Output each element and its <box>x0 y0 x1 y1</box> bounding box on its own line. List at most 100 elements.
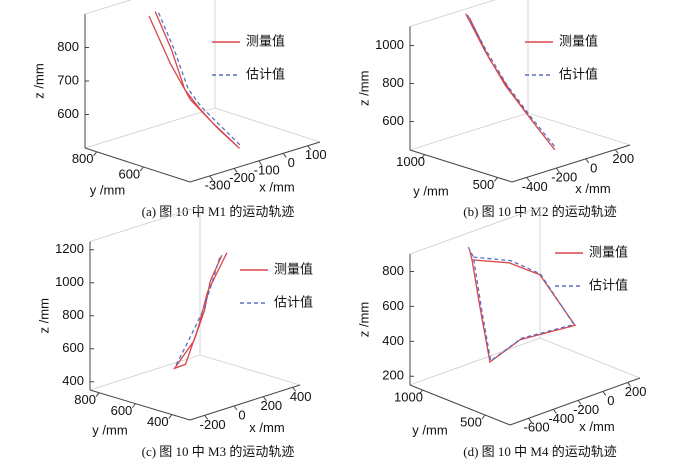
x-tick <box>526 177 531 182</box>
pane-edge <box>84 0 216 108</box>
x-tick-label: -200 <box>573 402 599 417</box>
pane-edge <box>89 205 201 355</box>
trajectory <box>465 13 556 151</box>
panel: -200 0 200 400 400 600 800 400 600 800 1000 1200 z /… <box>36 205 313 459</box>
x-axis-label: x /mm <box>575 181 610 196</box>
x-tick <box>233 405 238 411</box>
y-tick-label: 1000 <box>396 154 425 169</box>
pane-edge <box>409 337 641 386</box>
z-tick-label: 400 <box>62 373 84 388</box>
trajectory <box>467 246 575 363</box>
y-tick-label: 1000 <box>394 389 423 404</box>
trajectory <box>172 252 228 370</box>
y-tick <box>139 166 144 172</box>
x-axis <box>189 141 321 183</box>
x-axis-label: x /mm <box>259 179 294 194</box>
y-axis <box>409 384 511 426</box>
x-tick <box>614 149 619 154</box>
x-tick-label: 200 <box>612 151 634 166</box>
z-tick-label: 600 <box>57 106 79 121</box>
z-tick-label: 800 <box>57 39 79 54</box>
z-tick-label: 600 <box>382 113 404 128</box>
trajectory <box>468 250 577 364</box>
z-tick-label: 400 <box>382 333 404 348</box>
caption: (c) 图 10 中 M3 的运动轨迹 <box>142 444 295 459</box>
y-axis <box>89 389 191 421</box>
y-tick <box>168 414 173 419</box>
x-axis <box>189 384 301 421</box>
caption: (d) 图 10 中 M4 的运动轨迹 <box>463 444 616 459</box>
legend-label: 测量值 <box>589 244 628 259</box>
y-axis-label: y /mm <box>92 422 127 437</box>
y-tick-label: 800 <box>74 392 96 407</box>
x-tick <box>585 158 590 164</box>
x-axis-label: x /mm <box>579 419 614 434</box>
z-tick-label: 700 <box>57 72 79 87</box>
z-tick-label: 800 <box>382 75 404 90</box>
x-tick-label: 0 <box>607 393 614 408</box>
x-tick <box>282 153 287 158</box>
trajectory <box>148 11 240 149</box>
y-tick-label: 800 <box>72 151 94 166</box>
x-tick <box>209 175 214 181</box>
z-tick-label: 1000 <box>375 37 404 52</box>
z-tick-label: 1200 <box>55 241 84 256</box>
x-tick <box>627 382 632 387</box>
x-tick <box>552 409 557 414</box>
trajectory <box>158 12 242 147</box>
y-tick <box>95 392 100 398</box>
x-tick <box>233 168 238 173</box>
x-axis-label: x /mm <box>249 420 284 435</box>
y-axis-label: y /mm <box>90 182 125 197</box>
x-tick-label: 0 <box>288 155 295 170</box>
y-tick-label: 500 <box>460 414 482 429</box>
panel: -300-200-100 0 100 600 800 600 700 800 z /mm y /m… <box>31 0 327 219</box>
y-tick <box>421 154 425 159</box>
x-tick <box>204 415 209 420</box>
y-tick <box>481 414 486 420</box>
x-tick <box>528 417 532 423</box>
y-tick <box>132 403 136 408</box>
x-tick-label: 200 <box>260 398 282 413</box>
legend-label: 估计值 <box>274 294 313 309</box>
z-axis-label: z /mm <box>356 71 371 106</box>
y-axis-label: y /mm <box>412 422 447 437</box>
z-axis-label: z /mm <box>356 302 371 337</box>
x-tick-label: 400 <box>290 389 312 404</box>
x-tick <box>292 387 297 392</box>
caption: (a) 图 10 中 M1 的运动轨迹 <box>142 204 295 219</box>
x-tick-label: 0 <box>590 160 597 175</box>
y-tick <box>419 389 423 395</box>
x-tick-label: -600 <box>524 420 550 435</box>
x-tick-label: 0 <box>238 407 245 422</box>
z-tick-label: 1000 <box>55 274 84 289</box>
x-tick <box>307 145 312 151</box>
y-tick-label: 600 <box>118 166 140 181</box>
x-tick-label: -400 <box>548 411 574 426</box>
pane-edge <box>89 354 301 391</box>
y-tick-label: 500 <box>473 177 495 192</box>
x-tick <box>262 396 267 401</box>
x-tick <box>258 160 263 166</box>
y-tick-label: 600 <box>111 403 133 418</box>
y-tick <box>93 151 98 157</box>
x-tick <box>555 167 560 173</box>
x-tick-label: -100 <box>254 162 280 177</box>
z-axis-label: z /mm <box>31 63 46 98</box>
legend-label: 测量值 <box>559 33 598 48</box>
z-tick-label: 800 <box>382 263 404 278</box>
y-axis <box>409 149 513 183</box>
x-tick-label: -400 <box>522 179 548 194</box>
x-tick-label: 100 <box>305 147 327 162</box>
z-tick-label: 600 <box>62 340 84 355</box>
x-tick-label: -200 <box>551 170 577 185</box>
panel: -400-200 0 200 500 1000 600 800 1000 z /mm y /mm x… <box>356 0 634 219</box>
x-tick-label: -200 <box>229 170 255 185</box>
z-tick-label: 200 <box>382 368 404 383</box>
z-tick-label: 600 <box>382 298 404 313</box>
y-axis-label: y /mm <box>413 183 448 198</box>
z-axis-label: z /mm <box>36 298 51 333</box>
pane-edge <box>84 107 321 149</box>
x-axis <box>511 144 631 183</box>
